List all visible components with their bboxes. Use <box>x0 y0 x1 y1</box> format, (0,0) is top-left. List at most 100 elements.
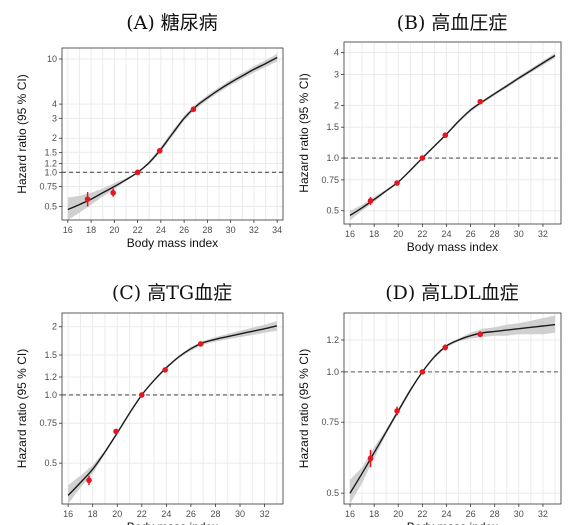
panel-a-data-point <box>190 106 197 113</box>
panel-c-data-point <box>86 477 92 484</box>
panel-d-data-point <box>394 408 400 414</box>
x-tick-label: 22 <box>133 225 143 235</box>
panel-a-data-point <box>156 147 163 154</box>
panel-d-data-point <box>477 331 484 338</box>
panel-b-data-point <box>477 98 484 105</box>
y-tick-label: 2 <box>52 133 57 143</box>
panel-c-data-point <box>162 367 168 373</box>
panel-a-x-axis-label: Body mass index <box>127 236 218 250</box>
panel-a-title: (A) 糖尿病 <box>126 12 218 34</box>
y-tick-label: 1.5 <box>326 122 339 132</box>
y-tick-label: 10 <box>47 54 57 64</box>
y-tick-label: 1.5 <box>44 350 57 360</box>
panel-d-curve <box>349 323 556 494</box>
y-tick-label: 2 <box>334 100 339 110</box>
x-tick-label: 16 <box>63 225 73 235</box>
panel-d-grid <box>344 313 561 504</box>
panel-b-data-point <box>419 155 426 161</box>
x-tick-label: 18 <box>86 225 96 235</box>
panel-b-frame <box>343 41 562 225</box>
x-tick-label: 20 <box>393 229 403 239</box>
y-tick-label: 1.2 <box>326 335 339 345</box>
x-tick-label: 24 <box>156 225 166 235</box>
y-tick-label: 0.5 <box>326 206 339 216</box>
panel-c-data-point <box>139 392 145 398</box>
panel-c-plot-area <box>62 313 283 504</box>
y-tick-label: 1.0 <box>326 367 339 377</box>
x-tick-label: 32 <box>260 509 270 519</box>
y-tick-label: 0.75 <box>321 417 339 427</box>
panel-d-data-point <box>419 369 426 375</box>
x-tick-label: 26 <box>179 225 189 235</box>
x-tick-label: 30 <box>235 509 245 519</box>
x-tick-label: 34 <box>272 225 282 235</box>
x-tick-label: 22 <box>137 509 147 519</box>
panel-b-data-point <box>367 197 374 204</box>
x-tick-label: 26 <box>466 229 476 239</box>
panel-d: (D) 高LDL血症 16 18 20 22 24 26 28 30 32 0.5 0.75 1.0 1.… <box>297 282 562 525</box>
x-tick-label: 26 <box>466 509 476 519</box>
panel-b-grid <box>344 42 561 224</box>
x-tick-label: 30 <box>226 225 236 235</box>
y-tick-label: 2 <box>52 322 57 332</box>
x-tick-label: 18 <box>369 509 379 519</box>
x-tick-label: 16 <box>345 229 355 239</box>
y-tick-label: 0.75 <box>39 182 57 192</box>
y-tick-label: 0.75 <box>321 175 339 185</box>
panel-a-confidence-band <box>67 53 278 220</box>
panel-d-plot-area <box>344 313 561 504</box>
panel-c: (C) 高TG血症 16 18 20 22 24 26 28 30 32 0.5 0.75 1.0 1.2… <box>15 282 284 525</box>
y-tick-label: 1.2 <box>44 158 57 168</box>
panel-c-x-axis-label: Body mass index <box>127 520 218 525</box>
x-tick-label: 24 <box>441 229 451 239</box>
y-tick-label: 4 <box>52 99 57 109</box>
panel-b-data-point <box>442 132 449 139</box>
y-tick-label: 1.5 <box>44 147 57 157</box>
y-tick-label: 0.5 <box>326 488 339 498</box>
y-tick-label: 1.0 <box>44 167 57 177</box>
x-tick-label: 28 <box>202 225 212 235</box>
panel-c-data-point <box>197 341 204 347</box>
panel-b-x-axis-label: Body mass index <box>407 240 498 254</box>
x-tick-label: 16 <box>63 509 73 519</box>
y-tick-label: 0.5 <box>44 458 57 468</box>
y-tick-label: 1.0 <box>326 153 339 163</box>
x-tick-label: 22 <box>417 509 427 519</box>
x-tick-label: 26 <box>186 509 196 519</box>
y-tick-label: 3 <box>334 70 339 80</box>
panel-b-y-axis-label: Hazard ratio (95 % CI) <box>297 73 311 192</box>
panel-a-frame <box>61 47 284 221</box>
x-tick-label: 20 <box>109 225 119 235</box>
x-tick-label: 32 <box>249 225 259 235</box>
y-tick-label: 1.0 <box>44 390 57 400</box>
x-tick-label: 28 <box>490 229 500 239</box>
panel-c-y-axis-label: Hazard ratio (95 % CI) <box>15 349 29 468</box>
y-tick-label: 0.75 <box>39 418 57 428</box>
x-tick-label: 30 <box>514 509 524 519</box>
panel-a-y-axis-label: Hazard ratio (95 % CI) <box>15 74 29 193</box>
panel-a-data-point <box>134 169 141 176</box>
panel-b-title: (B) 高血圧症 <box>397 12 508 34</box>
panel-b-curve <box>349 54 556 217</box>
x-tick-label: 24 <box>441 509 451 519</box>
panel-c-curve <box>67 325 278 496</box>
x-tick-label: 28 <box>210 509 220 519</box>
y-tick-label: 0.5 <box>44 201 57 211</box>
x-tick-label: 28 <box>490 509 500 519</box>
panel-c-frame <box>61 312 284 505</box>
panel-a-data-point <box>110 190 116 196</box>
panel-b-data-point <box>394 180 400 186</box>
x-tick-label: 30 <box>514 229 524 239</box>
y-tick-label: 4 <box>334 48 339 58</box>
panel-d-title: (D) 高LDL血症 <box>385 282 519 304</box>
panel-d-data-point <box>442 344 449 351</box>
x-tick-label: 24 <box>161 509 171 519</box>
x-tick-label: 32 <box>538 229 548 239</box>
y-tick-label: 3 <box>52 113 57 123</box>
panel-a-data-point <box>84 196 91 202</box>
x-tick-label: 32 <box>538 509 548 519</box>
panel-c-title: (C) 高TG血症 <box>112 282 232 304</box>
